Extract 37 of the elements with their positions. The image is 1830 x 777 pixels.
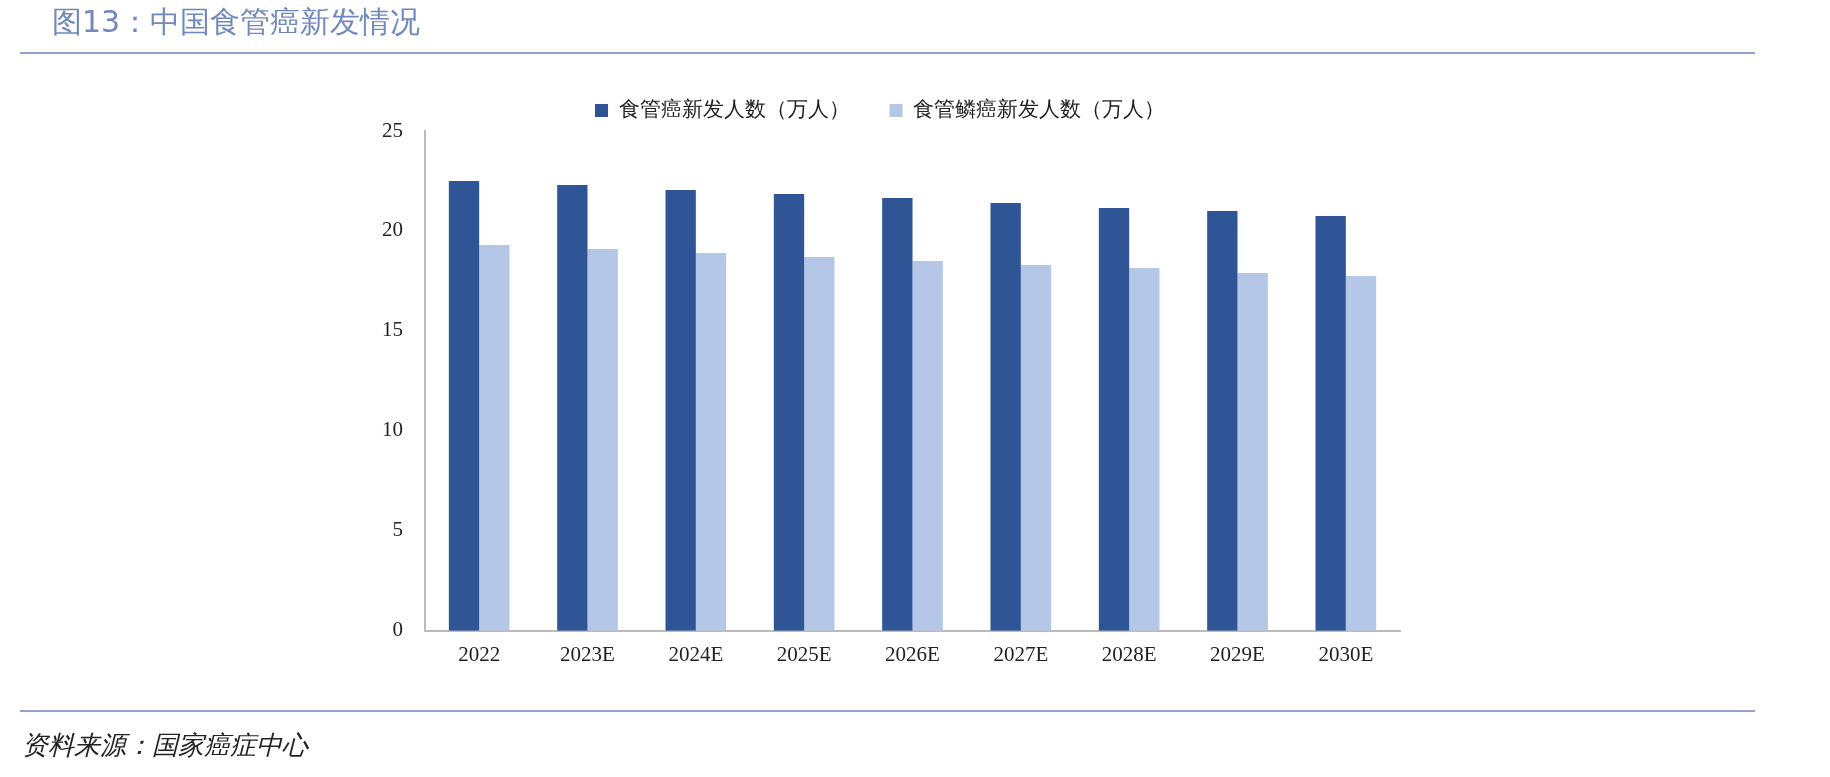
bar <box>1315 215 1346 631</box>
bar <box>448 180 480 631</box>
bar <box>1098 207 1130 631</box>
legend-label: 食管鳞癌新发人数（万人） <box>913 96 1165 121</box>
x-tick-label: 2027E <box>993 641 1049 666</box>
bar <box>990 202 1021 631</box>
bar <box>479 244 510 631</box>
bar <box>1020 264 1052 631</box>
legend-label: 食管癌新发人数（万人） <box>618 96 850 121</box>
bar <box>804 256 835 631</box>
y-tick-label: 25 <box>382 117 403 142</box>
x-tick-label: 2023E <box>560 641 615 666</box>
bar <box>557 184 588 631</box>
y-tick-label: 0 <box>392 617 403 642</box>
bar <box>773 193 805 631</box>
x-tick-label: 2022 <box>458 641 501 666</box>
y-tick-label: 15 <box>382 317 403 342</box>
x-tick-label: 2029E <box>1210 641 1265 666</box>
bar <box>665 189 696 631</box>
bar <box>1237 272 1268 631</box>
bar <box>695 252 727 631</box>
x-tick-label: 2024E <box>668 641 724 666</box>
text: 资料来源：国家癌症中心 <box>22 729 308 762</box>
x-tick-label: 2028E <box>1101 641 1157 666</box>
y-tick-label: 10 <box>382 417 403 442</box>
bar <box>912 260 943 631</box>
y-tick-label: 5 <box>392 517 403 542</box>
bar <box>882 197 913 631</box>
bar <box>587 248 618 631</box>
x-tick-label: 2026E <box>885 641 940 666</box>
y-tick-label: 20 <box>382 217 403 242</box>
bar <box>1207 210 1238 631</box>
x-tick-label: 2025E <box>776 641 832 666</box>
bar <box>1345 275 1377 631</box>
chart-title: 图13：中国食管癌新发情况 <box>52 3 421 41</box>
x-tick-label: 2030E <box>1318 641 1374 666</box>
bar <box>1129 267 1160 631</box>
